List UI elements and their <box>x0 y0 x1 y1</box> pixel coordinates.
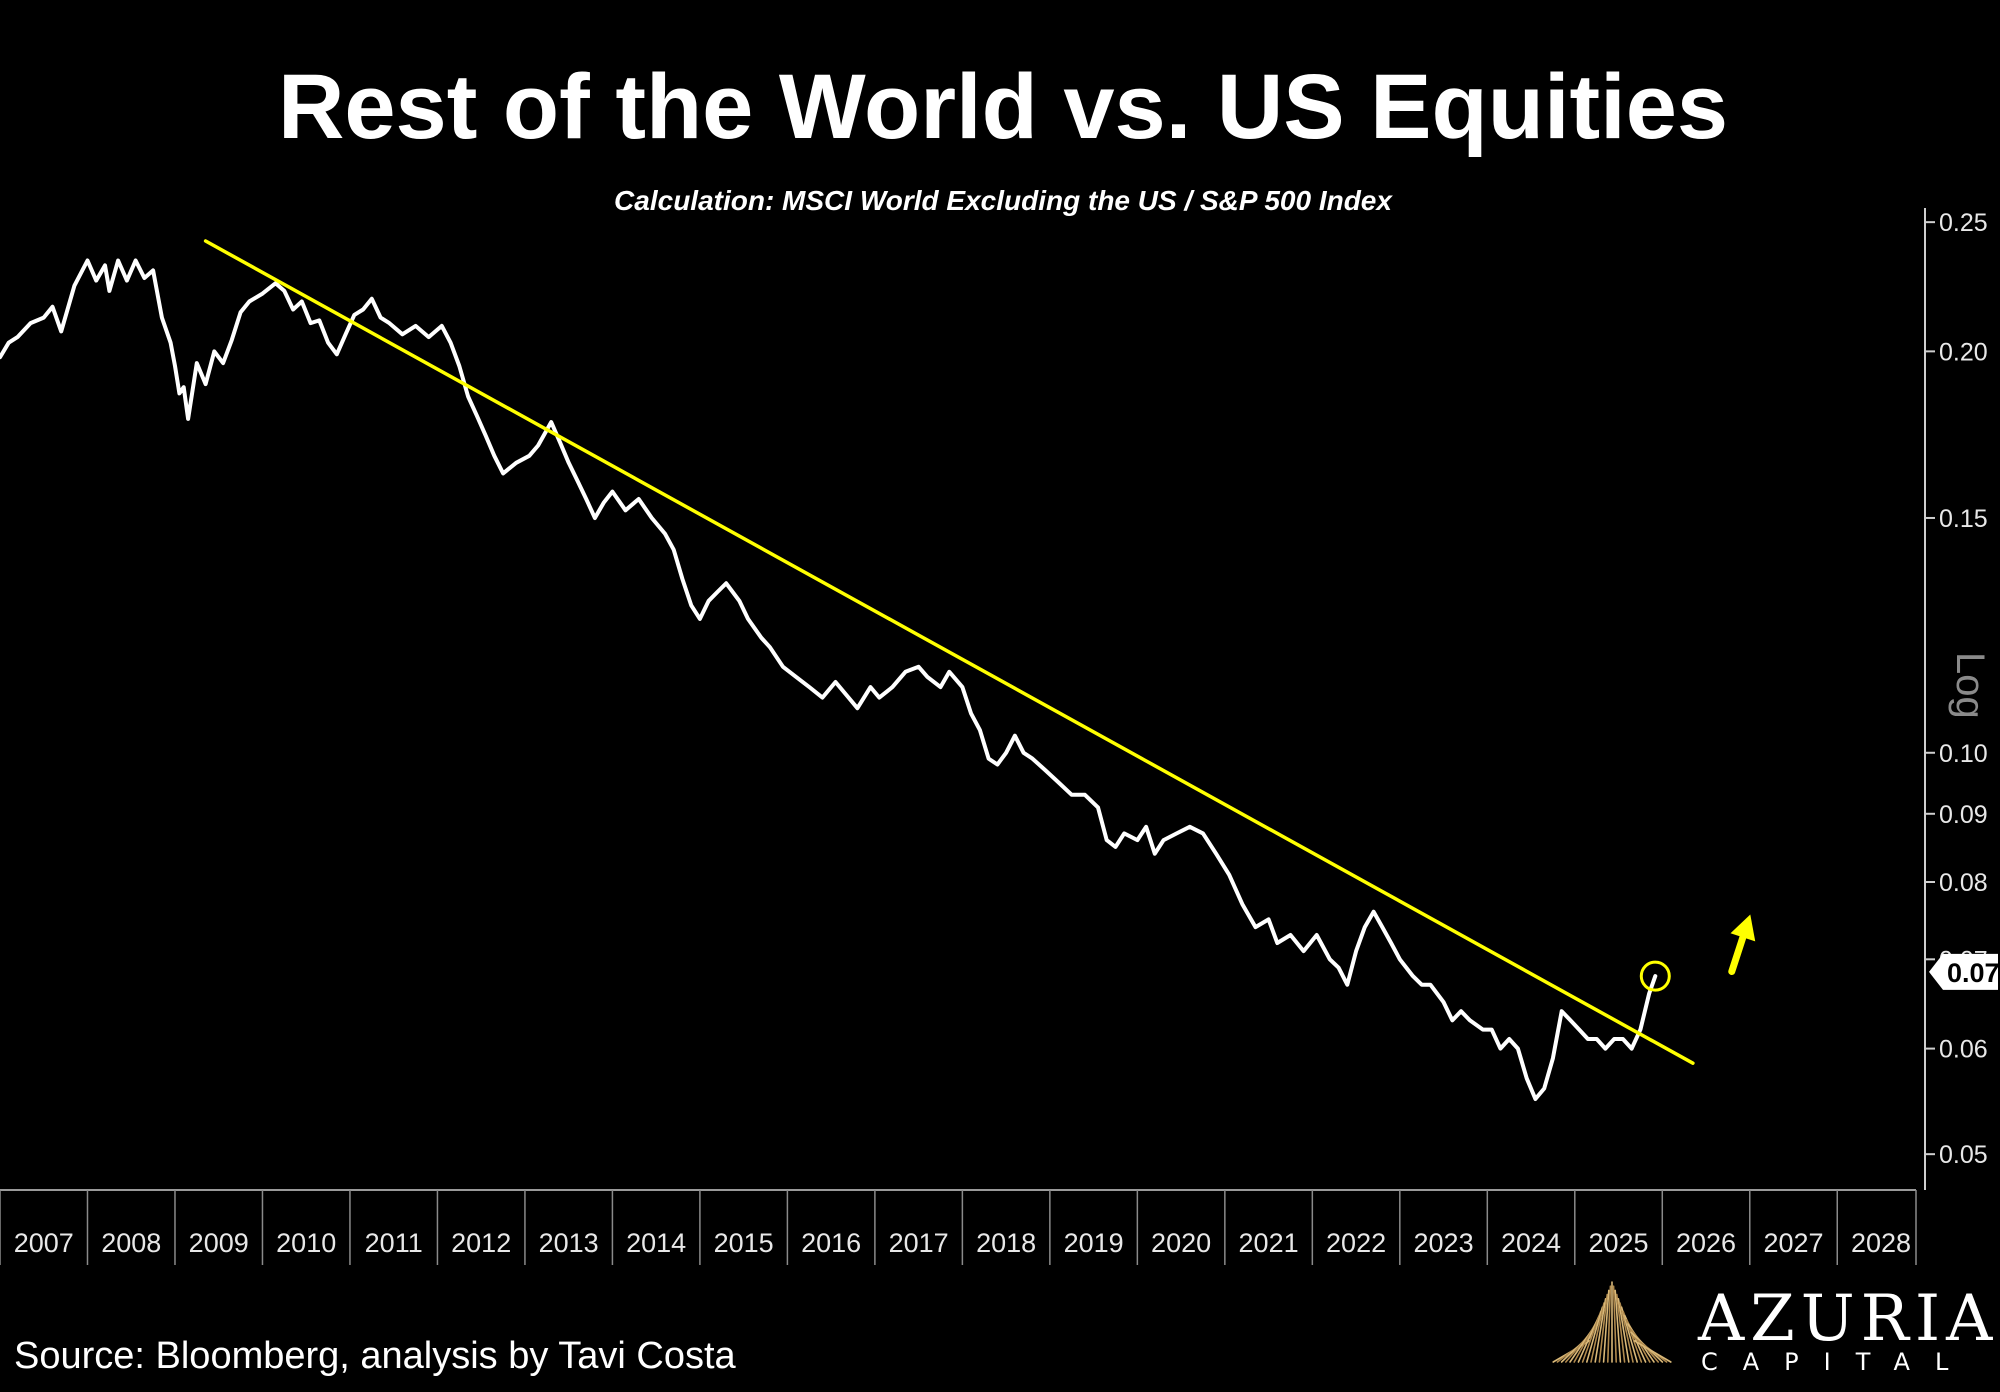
x-tick-label: 2021 <box>1239 1228 1299 1258</box>
x-tick-label: 2025 <box>1588 1228 1648 1258</box>
x-tick-label: 2010 <box>276 1228 336 1258</box>
log-scale-label: Log <box>1948 652 1992 719</box>
x-tick-label: 2016 <box>801 1228 861 1258</box>
x-tick-label: 2028 <box>1851 1228 1911 1258</box>
source-text: Source: Bloomberg, analysis by Tavi Cost… <box>14 1335 737 1377</box>
last-value-badge: 0.07 <box>1929 953 2000 990</box>
x-axis: 2007 2008 2009 2010 2011 2012 2013 2014 2015 2016… <box>0 1189 1917 1265</box>
ratio-series-line <box>0 258 1658 1101</box>
x-tick-label: 2007 <box>14 1228 74 1258</box>
brand-logo: AZURIA CAPITAL <box>1552 1281 1998 1376</box>
y-tick-label: 0.10 <box>1939 740 1988 768</box>
chart-subtitle: Calculation: MSCI World Excluding the US… <box>614 185 1393 216</box>
series-group <box>0 239 1695 1101</box>
y-tick-label: 0.25 <box>1939 209 1988 237</box>
x-tick-label: 2009 <box>189 1228 249 1258</box>
y-tick-label: 0.15 <box>1939 505 1988 533</box>
chart-title: Rest of the World vs. US Equities <box>278 56 1728 158</box>
x-tick-label: 2012 <box>451 1228 511 1258</box>
x-tick-label: 2015 <box>714 1228 774 1258</box>
x-tick-label: 2013 <box>539 1228 599 1258</box>
highlight-circle <box>1639 960 1671 992</box>
y-tick-label: 0.06 <box>1939 1036 1988 1064</box>
y-tick-label: 0.08 <box>1939 869 1988 897</box>
x-tick-label: 2023 <box>1414 1228 1474 1258</box>
x-tick-label: 2017 <box>889 1228 949 1258</box>
x-tick-label: 2011 <box>365 1228 423 1258</box>
x-tick-label: 2008 <box>101 1228 161 1258</box>
y-tick-label: 0.20 <box>1939 338 1988 366</box>
trendline <box>203 239 1695 1065</box>
x-tick-label: 2026 <box>1676 1228 1736 1258</box>
x-tick-label: 2018 <box>976 1228 1036 1258</box>
y-tick-label: 0.05 <box>1939 1141 1988 1169</box>
brand-sub: CAPITAL <box>1701 1348 1973 1376</box>
x-tick-label: 2019 <box>1064 1228 1124 1258</box>
y-tick-label: 0.09 <box>1939 801 1988 829</box>
x-tick-label: 2014 <box>626 1228 686 1258</box>
x-tick-label: 2022 <box>1326 1228 1386 1258</box>
x-tick-label: 2024 <box>1501 1228 1561 1258</box>
annotations <box>1639 914 1756 992</box>
x-tick-label: 2027 <box>1763 1228 1823 1258</box>
x-tick-label: 2020 <box>1151 1228 1211 1258</box>
brand-name: AZURIA <box>1697 1282 1998 1356</box>
last-value-label: 0.07 <box>1947 958 2000 988</box>
arrow-up-icon <box>1728 914 1756 976</box>
brand-mark-icon <box>1552 1281 1672 1363</box>
